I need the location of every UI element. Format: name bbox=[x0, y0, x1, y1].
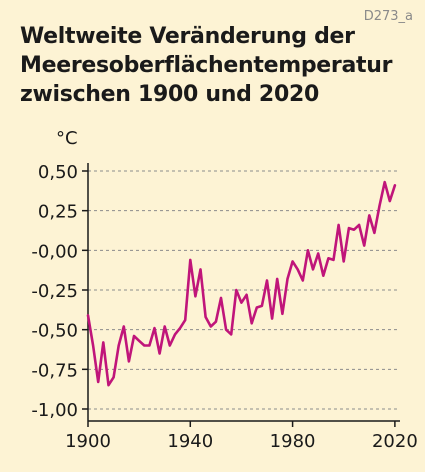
data-point bbox=[87, 314, 89, 317]
data-point bbox=[353, 228, 355, 231]
data-point bbox=[337, 224, 340, 226]
data-point bbox=[312, 268, 314, 271]
data-point bbox=[394, 184, 396, 187]
chart-title-line-2: Meeresoberflächentemperatur bbox=[20, 53, 393, 78]
data-point bbox=[296, 268, 299, 271]
data-point bbox=[169, 344, 171, 347]
data-point bbox=[378, 205, 381, 207]
data-point bbox=[250, 322, 253, 325]
data-point bbox=[143, 344, 146, 347]
x-tick-label: 2020 bbox=[372, 431, 418, 452]
data-point bbox=[271, 317, 273, 320]
data-point bbox=[189, 259, 192, 261]
data-point bbox=[158, 352, 161, 355]
data-point bbox=[123, 325, 125, 328]
data-point bbox=[261, 305, 263, 307]
y-tick-label: -0,25 bbox=[31, 281, 78, 302]
y-tick-label: -0,00 bbox=[31, 241, 78, 262]
data-point bbox=[286, 278, 289, 280]
figure-code: D273_a bbox=[363, 9, 413, 24]
data-point bbox=[317, 252, 319, 255]
data-point bbox=[138, 339, 140, 342]
data-point bbox=[342, 260, 345, 263]
data-point bbox=[148, 344, 151, 347]
data-point bbox=[348, 227, 350, 229]
data-point bbox=[153, 327, 156, 329]
data-point bbox=[368, 214, 371, 217]
y-tick-label: -0,50 bbox=[31, 321, 78, 342]
data-point bbox=[194, 295, 197, 298]
x-tick-label: 1940 bbox=[167, 431, 213, 452]
data-point bbox=[276, 278, 279, 280]
data-point bbox=[184, 319, 186, 321]
data-point bbox=[225, 328, 227, 331]
data-point bbox=[117, 344, 120, 347]
y-tick-label: -0,75 bbox=[31, 360, 78, 381]
data-point bbox=[220, 297, 222, 299]
y-tick-label: -1,00 bbox=[31, 400, 78, 421]
data-point bbox=[102, 341, 105, 344]
chart-title: Weltweite Veränderung der Meeresoberfläc… bbox=[20, 22, 400, 109]
chart-title-line-3: zwischen 1900 und 2020 bbox=[20, 82, 319, 107]
data-point bbox=[358, 224, 360, 226]
x-tick-labels: 1900 1940 1980 2020 bbox=[65, 431, 418, 452]
data-point bbox=[92, 344, 94, 347]
data-point bbox=[240, 301, 243, 304]
data-point bbox=[255, 306, 258, 309]
data-point bbox=[383, 181, 386, 183]
data-point bbox=[215, 320, 217, 323]
data-point bbox=[179, 327, 181, 329]
data-point bbox=[204, 316, 207, 318]
data-point bbox=[133, 335, 135, 337]
data-point bbox=[373, 232, 376, 234]
series-line-0 bbox=[86, 180, 397, 387]
data-point bbox=[302, 279, 304, 282]
data-point bbox=[230, 333, 233, 336]
chart-title-line-1: Weltweite Veränderung der bbox=[20, 24, 355, 49]
y-tick-labels: 0,50 0,25 -0,00 -0,25 -0,50 -0,75 -1,00 bbox=[31, 162, 78, 421]
y-tick-label: 0,50 bbox=[38, 162, 78, 183]
data-point bbox=[209, 325, 212, 328]
data-point bbox=[307, 249, 309, 252]
x-tick-label: 1900 bbox=[65, 431, 111, 452]
series-group bbox=[86, 180, 397, 387]
axes bbox=[82, 163, 400, 427]
data-point bbox=[245, 293, 248, 296]
data-point bbox=[322, 274, 325, 277]
data-point bbox=[291, 260, 294, 263]
y-axis-unit-label: °C bbox=[56, 128, 78, 149]
data-point bbox=[199, 268, 202, 271]
data-point bbox=[281, 313, 284, 315]
data-point bbox=[174, 333, 176, 336]
data-point bbox=[388, 200, 391, 202]
data-point bbox=[163, 325, 166, 328]
data-point bbox=[235, 289, 238, 291]
data-point bbox=[128, 360, 130, 363]
data-point bbox=[97, 381, 100, 383]
data-point bbox=[112, 376, 115, 379]
y-tick-label: 0,25 bbox=[38, 202, 78, 223]
grid-lines bbox=[88, 170, 400, 410]
x-tick-label: 1980 bbox=[270, 431, 316, 452]
data-point bbox=[363, 244, 365, 247]
data-point bbox=[107, 384, 110, 387]
data-point bbox=[266, 279, 268, 282]
data-point bbox=[332, 259, 335, 261]
data-point bbox=[327, 257, 330, 260]
